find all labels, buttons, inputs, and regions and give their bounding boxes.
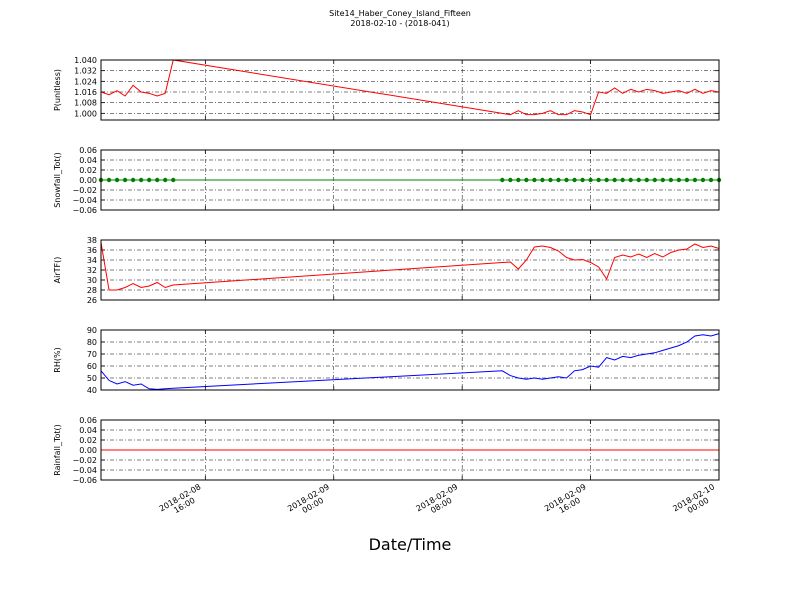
data-point: [620, 177, 625, 183]
data-point: [146, 177, 152, 183]
y-axis-label: RH(%): [53, 347, 62, 372]
plot-frame: [100, 149, 720, 211]
y-tick-label: 0.06: [79, 146, 97, 155]
y-tick-label: 0.04: [79, 426, 97, 435]
data-point: [524, 177, 529, 183]
data-point: [548, 177, 553, 183]
y-tick-label: 30: [87, 276, 97, 285]
data-point: [684, 177, 690, 183]
chart-subtitle: 2018-02-10 - (2018-041): [350, 19, 449, 28]
y-tick-label: 1.024: [74, 77, 97, 86]
data-point: [572, 177, 577, 183]
chart-title: Site14_Haber_Coney_Island_Fifteen: [329, 9, 471, 18]
y-tick-label: 1.016: [74, 88, 97, 97]
y-axis-label: Snowfall_Tot(): [53, 152, 62, 208]
data-point: [163, 177, 168, 183]
y-tick-label: 1.008: [74, 99, 97, 108]
x-axis-label: Date/Time: [369, 535, 452, 554]
y-tick-label: 1.000: [74, 109, 97, 118]
y-tick-label: −0.02: [72, 186, 97, 195]
y-tick-label: −0.04: [72, 196, 97, 205]
y-tick-label: 0.02: [79, 166, 97, 175]
y-tick-label: 36: [87, 246, 97, 255]
data-point: [692, 177, 698, 183]
data-point: [636, 177, 641, 183]
y-tick-label: 70: [87, 350, 97, 359]
y-tick-label: 34: [87, 256, 97, 265]
y-tick-label: 50: [87, 374, 97, 383]
data-point: [580, 177, 585, 183]
y-tick-label: 40: [87, 386, 97, 395]
data-line: [100, 242, 720, 291]
data-point: [676, 177, 682, 183]
plot-frame: [100, 329, 720, 391]
data-point: [708, 177, 714, 183]
data-point: [628, 177, 633, 183]
y-tick-label: 1.040: [74, 56, 97, 65]
data-point: [564, 177, 569, 183]
data-point: [700, 177, 706, 183]
data-point: [500, 177, 505, 183]
y-tick-label: 0.06: [79, 416, 97, 425]
data-point: [652, 177, 657, 183]
data-point: [668, 177, 674, 183]
data-point: [644, 177, 649, 183]
y-tick-label: 1.032: [74, 67, 97, 76]
y-tick-label: −0.04: [72, 466, 97, 475]
plot-frame: [100, 419, 720, 481]
y-tick-label: 32: [87, 266, 97, 275]
y-tick-label: 0.02: [79, 436, 97, 445]
panel: −0.06−0.04−0.020.000.020.040.06 Snowfall_…: [53, 146, 722, 215]
data-point: [508, 177, 513, 183]
panel: 40 50 60 70 80 90 RH(%): [53, 326, 720, 395]
data-point: [532, 177, 537, 183]
y-tick-label: 60: [87, 362, 97, 371]
data-point: [130, 177, 136, 183]
data-point: [154, 177, 160, 183]
data-point: [596, 177, 601, 183]
y-tick-label: 90: [87, 326, 97, 335]
data-point: [660, 177, 666, 183]
y-tick-label: 38: [87, 236, 97, 245]
data-point: [588, 177, 593, 183]
data-point: [106, 177, 112, 183]
data-point: [612, 177, 617, 183]
plot-frame: [100, 59, 720, 121]
y-tick-label: −0.06: [72, 206, 97, 215]
data-point: [122, 177, 128, 183]
data-point: [556, 177, 561, 183]
y-tick-label: 0.00: [79, 176, 97, 185]
y-tick-label: −0.06: [72, 476, 97, 485]
y-axis-label: P(unitless): [53, 69, 62, 111]
y-tick-label: 28: [87, 286, 97, 295]
data-point: [138, 177, 144, 183]
y-tick-label: 26: [87, 296, 97, 305]
data-point: [604, 177, 609, 183]
data-line: [100, 59, 720, 116]
plot-frame: [100, 239, 720, 301]
y-tick-label: 0.04: [79, 156, 97, 165]
data-point: [171, 177, 176, 183]
data-line: [100, 333, 720, 390]
y-tick-label: 80: [87, 338, 97, 347]
y-axis-label: AirTF(): [53, 257, 62, 284]
y-axis-label: Rainfall_Tot(): [53, 424, 62, 476]
data-point: [516, 177, 521, 183]
y-tick-label: −0.02: [72, 456, 97, 465]
data-point: [540, 177, 545, 183]
y-tick-label: 0.00: [79, 446, 97, 455]
data-point: [114, 177, 120, 183]
